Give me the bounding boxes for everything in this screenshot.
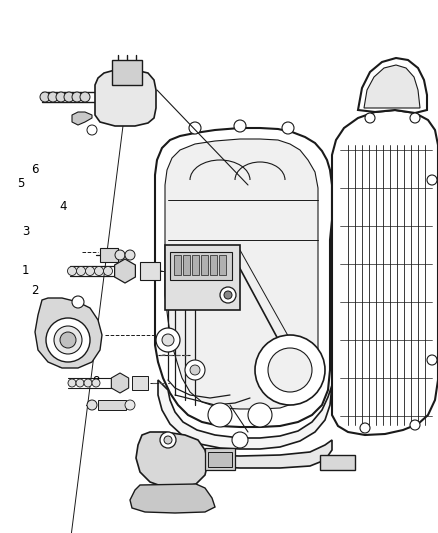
- Bar: [174, 255, 181, 275]
- Circle shape: [248, 403, 272, 427]
- Circle shape: [87, 125, 97, 135]
- Polygon shape: [332, 110, 438, 435]
- Circle shape: [156, 328, 180, 352]
- Bar: [208, 452, 232, 467]
- Circle shape: [72, 296, 84, 308]
- Circle shape: [268, 348, 312, 392]
- Polygon shape: [136, 432, 208, 488]
- Circle shape: [410, 420, 420, 430]
- Bar: [140, 262, 160, 280]
- Polygon shape: [160, 440, 332, 468]
- Circle shape: [60, 332, 76, 348]
- Bar: [210, 255, 217, 275]
- Circle shape: [232, 432, 248, 448]
- Circle shape: [234, 120, 246, 132]
- Text: 1: 1: [21, 264, 29, 277]
- Bar: [219, 255, 226, 275]
- Bar: [98, 400, 126, 410]
- Bar: [100, 248, 118, 262]
- Circle shape: [77, 266, 85, 276]
- Circle shape: [282, 122, 294, 134]
- Circle shape: [125, 250, 135, 260]
- Circle shape: [160, 432, 176, 448]
- Circle shape: [67, 266, 77, 276]
- Bar: [320, 455, 355, 470]
- Text: 6: 6: [31, 163, 39, 176]
- Circle shape: [115, 250, 125, 260]
- Polygon shape: [111, 373, 129, 393]
- Circle shape: [72, 92, 82, 102]
- Circle shape: [40, 92, 50, 102]
- Polygon shape: [158, 380, 332, 449]
- Circle shape: [164, 436, 172, 444]
- Polygon shape: [72, 112, 92, 125]
- Circle shape: [125, 400, 135, 410]
- Bar: [132, 376, 148, 390]
- Polygon shape: [364, 65, 420, 108]
- Circle shape: [85, 266, 95, 276]
- Text: 4: 4: [60, 200, 67, 213]
- Circle shape: [190, 365, 200, 375]
- Circle shape: [224, 291, 232, 299]
- Polygon shape: [130, 484, 215, 513]
- Circle shape: [95, 266, 103, 276]
- Text: 7: 7: [105, 112, 113, 125]
- Bar: [201, 255, 208, 275]
- Circle shape: [220, 287, 236, 303]
- Circle shape: [255, 335, 325, 405]
- Bar: [170, 252, 232, 280]
- Polygon shape: [95, 70, 156, 126]
- Bar: [140, 455, 175, 470]
- Circle shape: [46, 318, 90, 362]
- Circle shape: [189, 122, 201, 134]
- Circle shape: [410, 113, 420, 123]
- Bar: [192, 255, 199, 275]
- Circle shape: [54, 326, 82, 354]
- Bar: [165, 245, 240, 310]
- Circle shape: [103, 266, 113, 276]
- Circle shape: [56, 92, 66, 102]
- Circle shape: [92, 379, 100, 387]
- Bar: [183, 255, 190, 275]
- Circle shape: [365, 113, 375, 123]
- Polygon shape: [115, 259, 135, 283]
- Circle shape: [427, 175, 437, 185]
- Text: 2: 2: [31, 284, 39, 297]
- Bar: [205, 448, 235, 470]
- Circle shape: [185, 360, 205, 380]
- Polygon shape: [165, 139, 318, 409]
- Circle shape: [84, 379, 92, 387]
- Circle shape: [68, 379, 76, 387]
- Polygon shape: [35, 298, 102, 368]
- Bar: [112, 60, 142, 85]
- Text: 3: 3: [22, 225, 29, 238]
- Circle shape: [208, 403, 232, 427]
- Circle shape: [87, 400, 97, 410]
- Circle shape: [80, 92, 90, 102]
- Text: 5: 5: [18, 177, 25, 190]
- Polygon shape: [358, 58, 427, 113]
- Circle shape: [48, 92, 58, 102]
- Circle shape: [162, 334, 174, 346]
- Circle shape: [427, 355, 437, 365]
- Text: 8: 8: [93, 375, 100, 387]
- Circle shape: [64, 92, 74, 102]
- Circle shape: [360, 423, 370, 433]
- Circle shape: [76, 379, 84, 387]
- Polygon shape: [155, 128, 332, 427]
